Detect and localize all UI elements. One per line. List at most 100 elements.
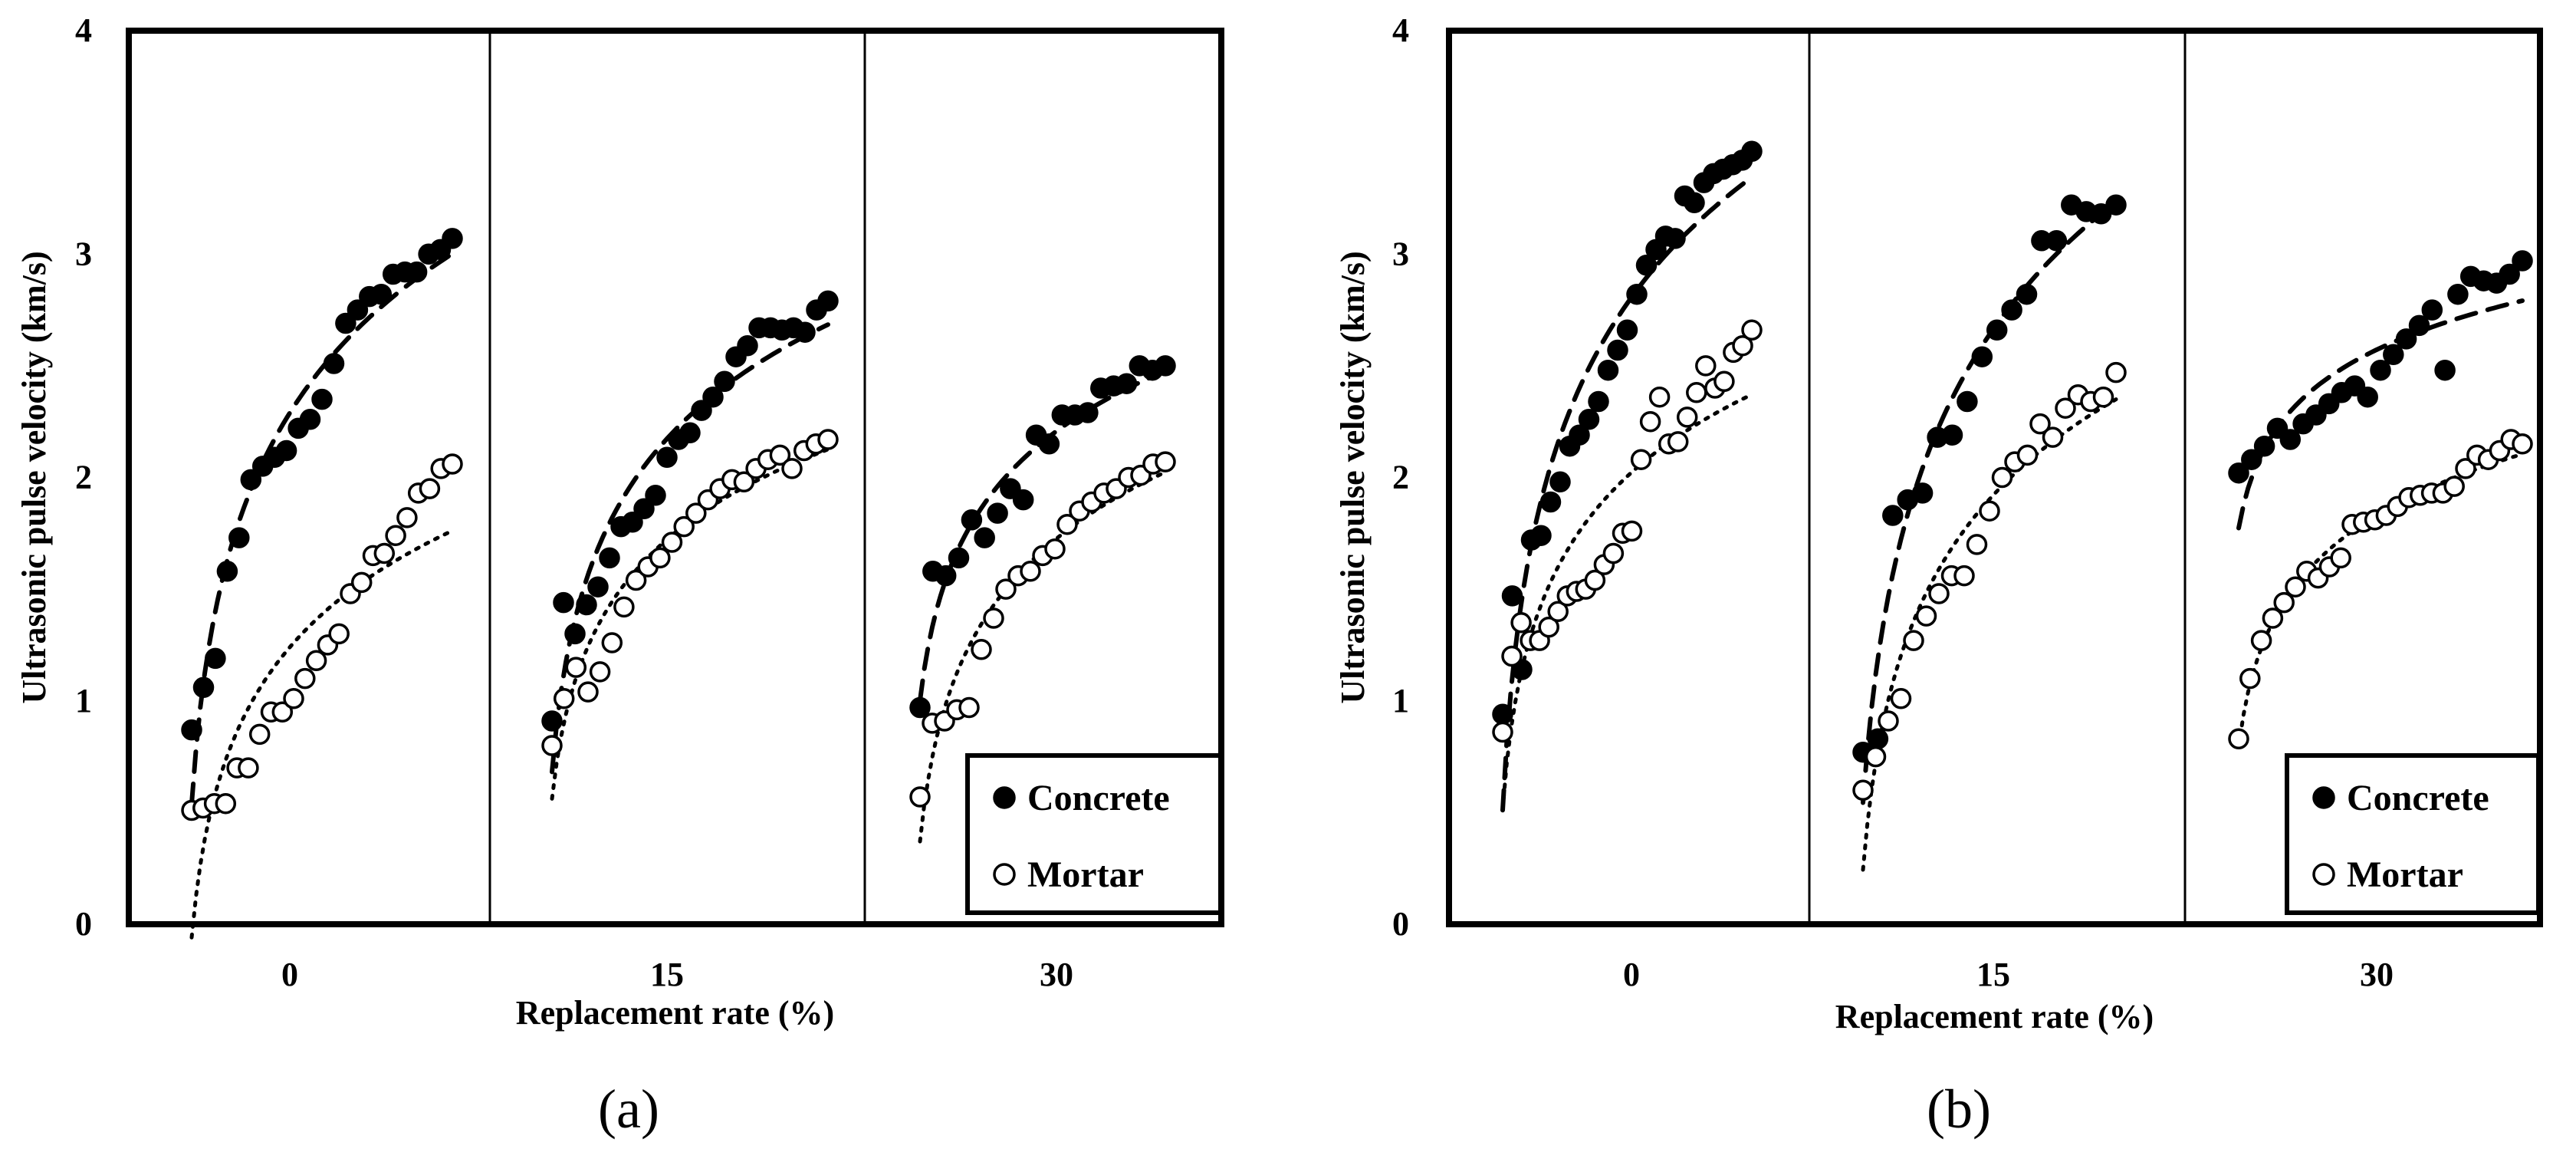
- legend: Concrete Mortar: [965, 753, 1223, 915]
- y-tick-label: 0: [1392, 905, 1409, 943]
- data-point-concrete: [228, 527, 250, 548]
- data-point-concrete: [2016, 283, 2038, 305]
- data-point-mortar: [2016, 444, 2039, 466]
- legend-label-concrete: Concrete: [1027, 778, 1170, 818]
- data-point-mortar: [733, 471, 755, 493]
- data-point-mortar: [1852, 779, 1874, 802]
- data-point-concrete: [1911, 482, 1934, 504]
- data-point-mortar: [781, 458, 803, 479]
- data-point-concrete: [1549, 471, 1571, 493]
- data-point-concrete: [702, 386, 724, 408]
- data-point-mortar: [1510, 612, 1532, 634]
- data-point-concrete: [181, 719, 202, 741]
- trend-line-concrete: [2236, 298, 2525, 531]
- data-point-mortar: [419, 478, 441, 499]
- data-point-mortar: [2512, 433, 2533, 455]
- data-point-mortar: [1865, 746, 1887, 768]
- data-point-concrete: [1492, 703, 1513, 725]
- y-tick-label: 0: [75, 905, 92, 943]
- data-point-concrete: [987, 502, 1008, 524]
- trend-line-concrete: [918, 368, 1168, 703]
- data-point-mortar: [1890, 688, 1912, 709]
- data-point-concrete: [587, 576, 609, 597]
- data-point-mortar: [1492, 721, 1513, 743]
- data-point-concrete: [1569, 424, 1590, 446]
- data-point-mortar: [1538, 616, 1559, 638]
- data-point-concrete: [1530, 525, 1552, 546]
- data-point-concrete: [961, 509, 983, 531]
- data-point-mortar: [1741, 319, 1763, 341]
- data-point-mortar: [565, 657, 587, 678]
- data-point-mortar: [1966, 534, 1988, 555]
- y-tick-label: 2: [75, 459, 92, 496]
- y-tick-label: 2: [1392, 459, 1409, 496]
- trend-line-mortar: [1861, 397, 2118, 872]
- data-point-mortar: [553, 688, 575, 709]
- data-point-concrete: [2499, 263, 2520, 285]
- data-point-concrete: [1607, 339, 1628, 361]
- trend-line-concrete: [550, 322, 830, 775]
- data-point-mortar: [1979, 500, 2000, 522]
- data-point-mortar: [2042, 426, 2064, 448]
- data-point-mortar: [661, 532, 683, 553]
- data-point-concrete: [2344, 375, 2366, 397]
- data-point-concrete: [576, 594, 597, 616]
- chart-panel-b: 0 1 2 3 4 Ultrasonic pulse velocity (km/s) 0 15…: [1334, 12, 2543, 1140]
- data-point-concrete: [794, 321, 816, 343]
- data-point-concrete: [205, 647, 226, 670]
- data-point-concrete: [2421, 299, 2443, 321]
- data-point-mortar: [1501, 645, 1523, 667]
- data-point-mortar: [396, 507, 418, 528]
- data-point-concrete: [1664, 228, 1686, 249]
- y-tick-label: 3: [1392, 235, 1409, 272]
- data-point-mortar: [385, 525, 406, 546]
- data-point-mortar: [541, 735, 563, 756]
- data-point-mortar: [350, 571, 373, 594]
- data-point-concrete: [311, 388, 333, 410]
- x-group-label: 0: [1623, 956, 1640, 993]
- panel-label: (a): [598, 1078, 659, 1140]
- data-point-mortar: [442, 453, 463, 475]
- data-point-concrete: [1116, 373, 1138, 394]
- legend-label-concrete: Concrete: [2347, 778, 2489, 818]
- data-point-mortar: [1903, 630, 1924, 651]
- data-point-concrete: [2279, 429, 2302, 450]
- data-point-concrete: [1882, 505, 1904, 526]
- data-point-mortar: [1547, 601, 1569, 623]
- data-point-mortar: [1695, 355, 1717, 377]
- data-point-mortar: [1676, 407, 1698, 428]
- data-point-concrete: [2266, 417, 2288, 439]
- data-point-mortar: [1584, 569, 1606, 591]
- data-point-concrete: [691, 400, 712, 421]
- data-point-mortar: [1630, 449, 1652, 470]
- data-point-mortar: [2250, 630, 2272, 651]
- data-point-mortar: [2092, 386, 2114, 408]
- data-point-concrete: [2383, 344, 2404, 366]
- data-point-mortar: [1648, 386, 1671, 408]
- data-point-mortar: [817, 429, 839, 450]
- data-point-concrete: [1684, 192, 1705, 214]
- data-point-concrete: [553, 591, 574, 614]
- data-point-mortar: [1155, 451, 1176, 472]
- trend-line-concrete: [189, 251, 455, 806]
- data-point-concrete: [2228, 462, 2249, 484]
- data-point-concrete: [817, 290, 839, 312]
- y-tick-label: 3: [75, 235, 92, 272]
- x-axis-label: Replacement rate (%): [516, 994, 834, 1032]
- data-point-concrete: [2318, 393, 2340, 415]
- data-point-concrete: [1155, 355, 1176, 377]
- data-point-mortar: [2285, 576, 2306, 597]
- data-point-mortar: [1991, 466, 2013, 489]
- data-point-concrete: [1741, 140, 1763, 163]
- panel-label: (b): [1927, 1078, 1991, 1140]
- x-axis-label: Replacement rate (%): [1835, 998, 2154, 1035]
- data-point-mortar: [2455, 458, 2476, 479]
- data-point-concrete: [192, 676, 215, 699]
- data-point-concrete: [714, 370, 735, 393]
- data-point-concrete: [2090, 203, 2112, 225]
- data-point-mortar: [305, 650, 327, 672]
- legend-marker-concrete: [993, 786, 1016, 809]
- data-point-mortar: [1020, 561, 1041, 582]
- legend-marker-mortar: [993, 863, 1016, 886]
- data-point-mortar: [577, 681, 599, 703]
